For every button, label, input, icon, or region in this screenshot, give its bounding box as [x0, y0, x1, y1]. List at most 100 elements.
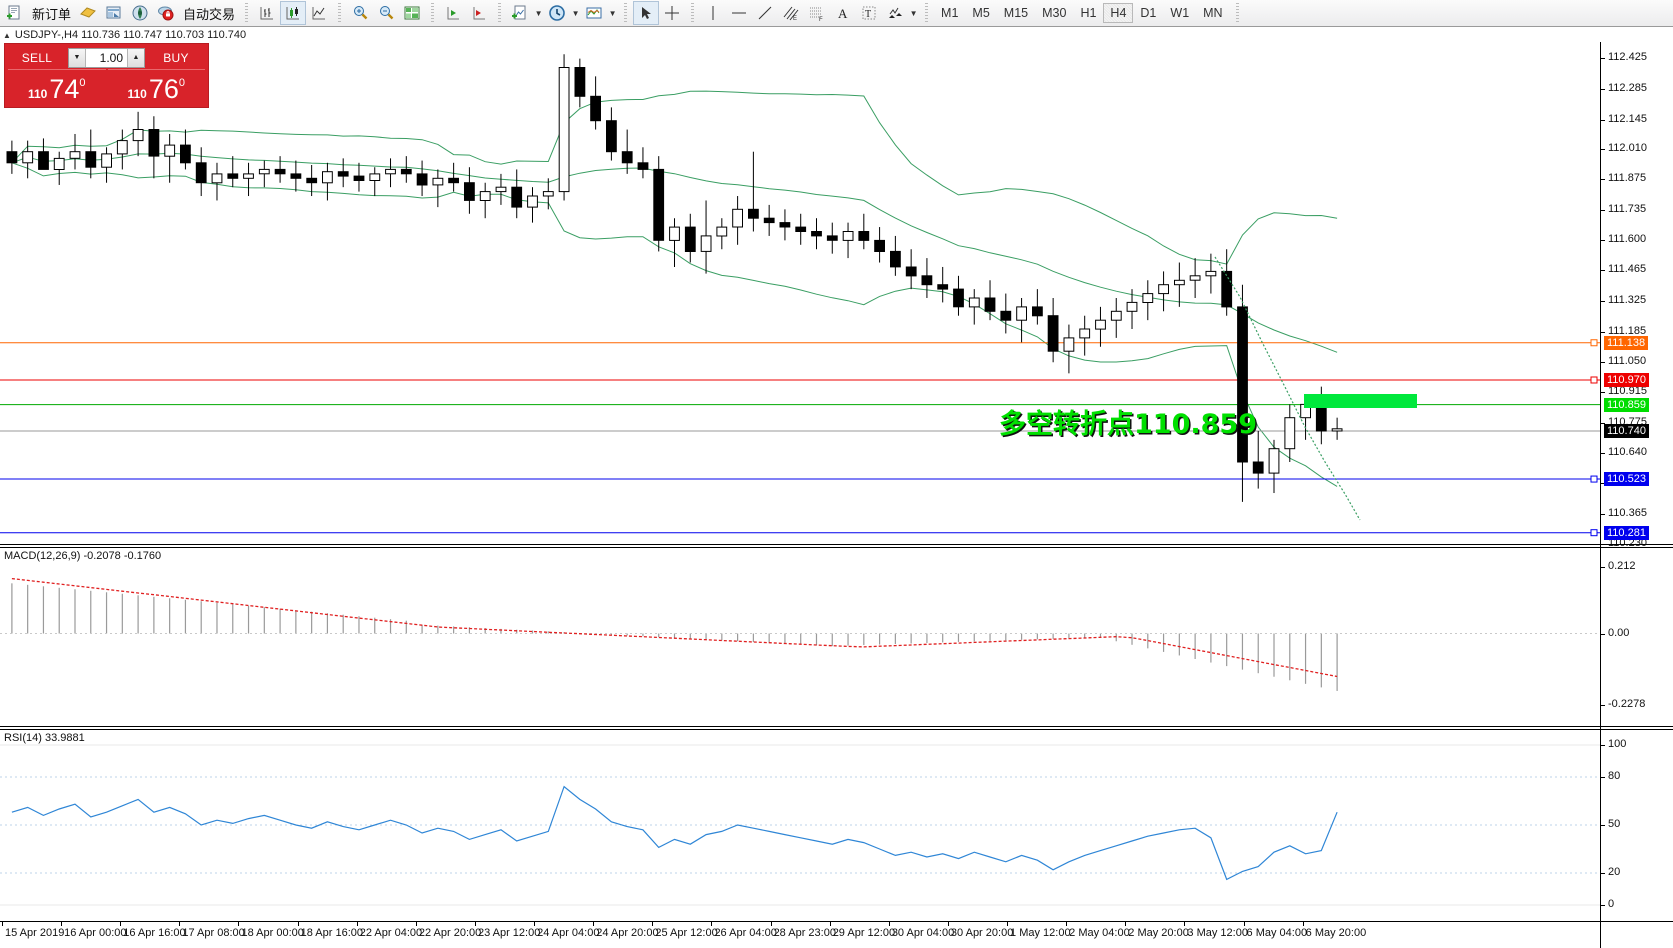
shift-end-icon[interactable] [466, 1, 492, 25]
candlestick-chart-icon[interactable] [280, 1, 307, 25]
period-dropdown-icon[interactable]: ▼ [571, 8, 580, 18]
svg-text:T: T [865, 9, 871, 20]
buy-button[interactable]: BUY [147, 46, 205, 69]
highlight-box [1304, 394, 1417, 408]
macd-label[interactable]: MACD(12,26,9) -0.2078 -0.1760 [4, 550, 162, 562]
rsi-label[interactable]: RSI(14) 33.9881 [4, 732, 85, 744]
volume-value[interactable]: 1.00 [86, 48, 127, 67]
price-tick [1601, 483, 1605, 485]
buy-price[interactable]: 110 76 0 [107, 69, 205, 104]
timeframe-m5[interactable]: M5 [972, 6, 990, 20]
price-pane[interactable] [0, 42, 1600, 547]
tile-windows-icon[interactable] [399, 1, 425, 25]
rsi-pane[interactable] [0, 731, 1600, 921]
equidistant-channel-icon[interactable]: E [778, 1, 804, 25]
arrows-dropdown-icon[interactable]: ▼ [909, 8, 918, 18]
price-tick-label: 110.230 [1608, 537, 1647, 549]
price-tick [1601, 332, 1605, 334]
add-indicator-dropdown-icon[interactable]: ▼ [534, 8, 543, 18]
bar-chart-icon[interactable] [254, 1, 280, 25]
price-tag-110-740[interactable]: 110.740 [1604, 423, 1649, 438]
time-tick [652, 921, 654, 926]
time-tick [415, 921, 417, 926]
price-tag-111-138[interactable]: 111.138 [1604, 335, 1649, 350]
horizontal-line-icon[interactable] [726, 1, 752, 25]
toolbar-separator [336, 3, 344, 23]
add-indicator-icon[interactable] [507, 1, 533, 25]
price-tick-label: 112.145 [1608, 112, 1647, 125]
price-tag-110-523[interactable]: 110.523 [1604, 472, 1649, 487]
sell-price[interactable]: 110 74 0 [8, 69, 106, 104]
crosshair-icon[interactable] [659, 1, 685, 25]
data-window-icon[interactable] [101, 1, 127, 25]
navigator-icon[interactable] [127, 1, 153, 25]
cursor-icon[interactable] [633, 1, 660, 25]
price-tick-label: 112.285 [1608, 81, 1647, 94]
timeframe-h1[interactable]: H1 [1080, 6, 1097, 20]
price-tick-label: 111.325 [1608, 294, 1647, 307]
rsi-tick-label: 20 [1608, 866, 1621, 878]
autotrading-icon[interactable] [153, 1, 179, 25]
timeframe-m1[interactable]: M1 [941, 6, 959, 20]
text-label-icon[interactable]: T [856, 1, 882, 25]
autotrading-label[interactable]: 自动交易 [183, 6, 236, 22]
price-tag-110-281[interactable]: 110.281 [1604, 525, 1649, 540]
price-tick-label: 111.185 [1608, 325, 1647, 338]
vertical-line-icon[interactable] [700, 1, 726, 25]
templates-icon[interactable] [581, 1, 607, 25]
macd-pane[interactable] [0, 549, 1600, 727]
time-tick-label: 29 Apr 12:00 [832, 927, 896, 939]
rsi-tick-label: 80 [1608, 770, 1621, 782]
text-icon[interactable]: A [830, 1, 856, 25]
templates-dropdown-icon[interactable]: ▼ [608, 8, 617, 18]
timeframe-m15[interactable]: M15 [1003, 6, 1029, 20]
new-order-icon[interactable] [2, 1, 28, 25]
toolbar-separator [429, 3, 437, 23]
timeframe-d1[interactable]: D1 [1140, 6, 1157, 20]
sell-price-big: 74 [49, 74, 80, 104]
toolbar-separator [689, 3, 697, 23]
arrows-icon[interactable] [882, 1, 908, 25]
time-tick [1184, 921, 1186, 926]
symbol-ohlc-text: USDJPY-,H4 110.736 110.747 110.703 110.7… [14, 29, 247, 41]
rsi-pane-divider-2 [0, 729, 1673, 730]
zoom-out-icon[interactable] [373, 1, 399, 25]
zoom-in-icon[interactable] [347, 1, 373, 25]
volume-dropdown-icon[interactable]: ▼ [69, 48, 86, 67]
price-tick [1601, 88, 1605, 90]
collapse-icon[interactable]: ▲ [3, 30, 11, 40]
volume-stepper[interactable]: ▼ 1.00 ▲ [68, 47, 145, 68]
price-tick [1601, 240, 1605, 242]
price-tag-110-859[interactable]: 110.859 [1604, 397, 1649, 412]
time-tick-label: 24 Apr 04:00 [537, 927, 600, 939]
time-tick [356, 921, 358, 926]
one-click-trading-panel[interactable]: SELL ▼ 1.00 ▲ BUY 110 74 0 110 76 0 [4, 43, 209, 108]
buy-price-big: 76 [148, 74, 179, 104]
price-tick [1601, 392, 1605, 394]
pending-order-icon[interactable] [75, 1, 101, 25]
line-chart-icon[interactable] [306, 1, 332, 25]
fibonacci-icon[interactable]: F [804, 1, 830, 25]
toolbar-separator [622, 3, 630, 23]
time-tick [593, 921, 595, 926]
new-order-label[interactable]: 新订单 [32, 6, 72, 22]
time-tick-label: 1 May 12:00 [1010, 927, 1071, 939]
volume-up-icon[interactable]: ▲ [127, 48, 144, 67]
price-tag-110-970[interactable]: 110.970 [1604, 372, 1649, 387]
timeframe-m30[interactable]: M30 [1042, 6, 1067, 20]
rsi-tick-label: 50 [1608, 818, 1621, 830]
period-clock-icon[interactable] [544, 1, 570, 25]
sell-button[interactable]: SELL [8, 46, 66, 69]
timeframe-mn[interactable]: MN [1203, 6, 1223, 20]
time-tick [61, 921, 63, 926]
rsi-tick-label: 100 [1608, 738, 1627, 750]
time-tick [829, 921, 831, 926]
trendline-icon[interactable] [752, 1, 778, 25]
timeframe-h4[interactable]: H4 [1103, 3, 1134, 23]
chart-annotation[interactable]: 多空转折点110.859 [999, 409, 1257, 440]
time-tick [1007, 921, 1009, 926]
chart-canvas[interactable]: 112.425 112.285 112.145 112.010 111.875 111.7… [0, 42, 1673, 948]
timeframe-w1[interactable]: W1 [1170, 6, 1190, 20]
shift-start-icon[interactable] [440, 1, 466, 25]
macd-tick [1601, 567, 1605, 568]
